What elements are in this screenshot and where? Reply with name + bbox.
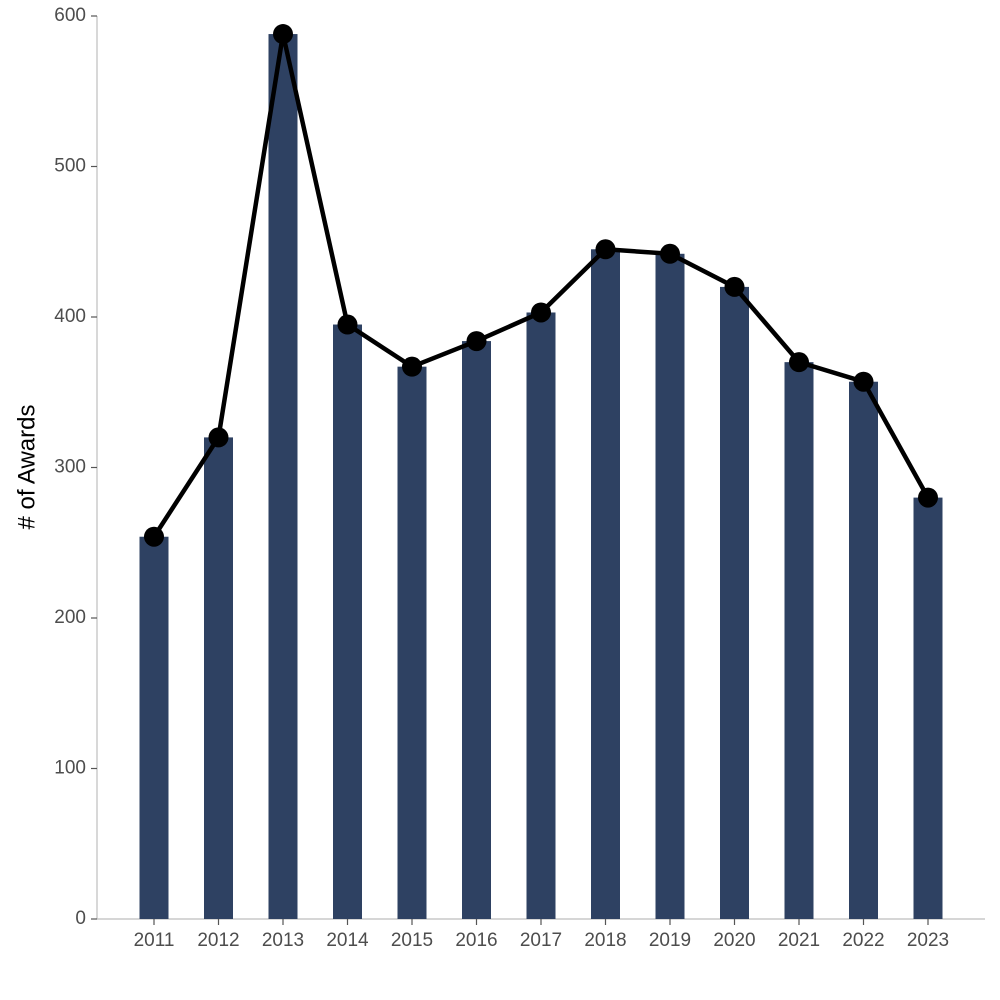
- y-tick-label: 0: [75, 908, 86, 929]
- x-tick-label: 2014: [326, 930, 369, 951]
- x-tick-label: 2018: [584, 930, 626, 951]
- point: [789, 352, 809, 373]
- bar: [720, 286, 749, 919]
- point: [208, 427, 229, 448]
- bar: [333, 324, 362, 919]
- bar: [591, 249, 620, 919]
- y-tick-label: 400: [54, 306, 86, 327]
- x-tick-label: 2022: [842, 930, 884, 951]
- point: [273, 24, 293, 45]
- point: [144, 526, 164, 547]
- x-tick-label: 2017: [520, 930, 562, 951]
- y-tick-label: 300: [54, 457, 86, 478]
- bar: [139, 536, 169, 919]
- y-tick-label: 500: [54, 156, 86, 177]
- x-tick-label: 2012: [197, 930, 239, 951]
- bar: [655, 253, 685, 920]
- y-tick-label: 200: [54, 607, 86, 628]
- bar: [204, 437, 233, 919]
- bar: [849, 381, 878, 920]
- x-tick-label: 2011: [134, 930, 175, 951]
- point: [918, 487, 938, 508]
- x-tick-label: 2020: [713, 930, 755, 951]
- x-tick-label: 2015: [391, 930, 433, 951]
- y-tick-label: 100: [54, 758, 86, 779]
- bar: [784, 362, 814, 919]
- point: [337, 314, 358, 335]
- point: [724, 276, 745, 297]
- bar: [913, 497, 943, 919]
- bar: [462, 341, 491, 920]
- x-tick-label: 2016: [455, 930, 497, 951]
- y-axis-title: # of Awards: [13, 405, 40, 530]
- bar: [397, 366, 427, 919]
- x-tick-label: 2023: [907, 930, 949, 951]
- bar: [268, 34, 298, 920]
- point: [660, 243, 680, 264]
- x-tick-label: 2019: [649, 930, 691, 951]
- point: [531, 302, 551, 323]
- point: [466, 331, 487, 352]
- point: [853, 371, 874, 392]
- point: [402, 356, 422, 377]
- y-tick-label: 600: [54, 5, 86, 26]
- x-tick-label: 2013: [262, 930, 304, 951]
- x-tick-label: 2021: [778, 930, 820, 951]
- point: [595, 239, 616, 260]
- bar: [526, 312, 556, 919]
